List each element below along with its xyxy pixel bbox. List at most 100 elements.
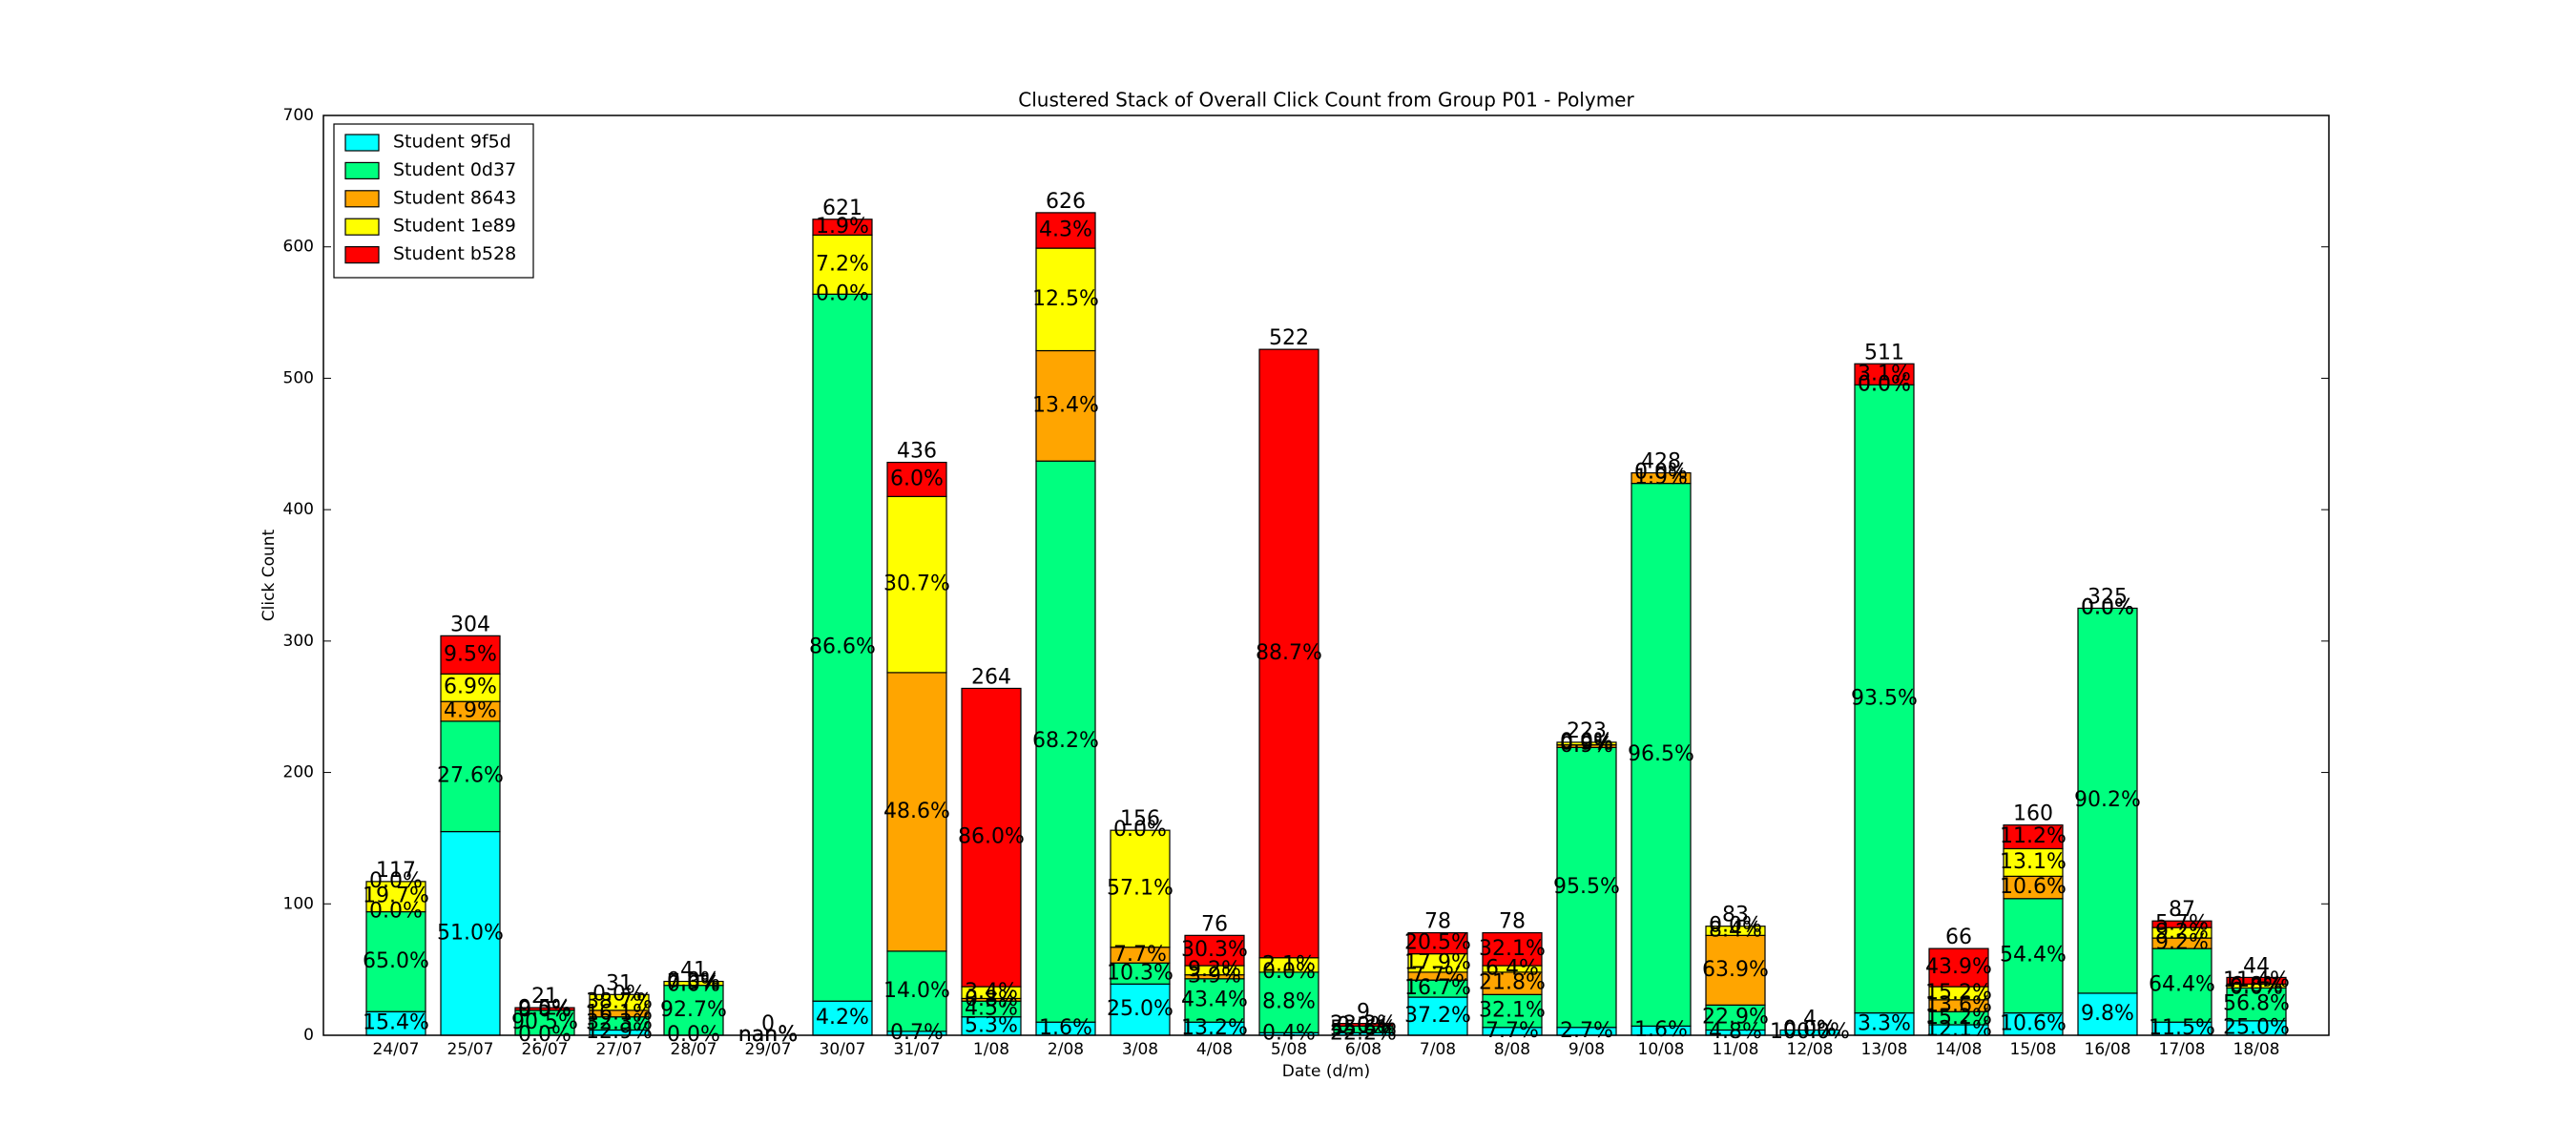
segment-label: 7.7%	[1485, 1019, 1539, 1043]
segment-label: 0.0%	[1783, 1017, 1837, 1041]
total-label: 66	[1945, 926, 1972, 949]
bar-segment	[1705, 926, 1766, 936]
segment-label: 0.0%	[1858, 372, 1911, 396]
bar-segment	[1631, 471, 1692, 485]
legend-label: Student 1e89	[393, 216, 516, 237]
segment-label: 86.0%	[958, 825, 1025, 849]
segment-label: 7.3%	[667, 971, 720, 995]
bar-segment	[1556, 741, 1617, 746]
segment-label: 0.0%	[667, 969, 720, 993]
segment-label: 4.3%	[1039, 219, 1092, 242]
bar-segment	[1705, 934, 1766, 1006]
total-label: 83	[1722, 904, 1749, 927]
x-tick-label: 5/08	[1271, 1040, 1307, 1059]
segment-label: 0.0%	[1634, 461, 1688, 485]
x-tick-label: 4/08	[1196, 1040, 1233, 1059]
bar-segment	[812, 293, 873, 1002]
y-axis-label: Click Count	[260, 529, 279, 621]
segment-label: 1.9%	[1634, 466, 1688, 489]
segment-label: 13.4%	[1032, 393, 1099, 417]
total-label: 76	[1201, 912, 1228, 936]
legend-swatch	[344, 134, 380, 152]
segment-label: 37.2%	[1404, 1004, 1471, 1028]
total-label: 428	[1641, 450, 1681, 474]
bar-segment	[1035, 212, 1096, 249]
y-tick-label: 600	[283, 238, 314, 257]
segment-label: 64.4%	[2149, 973, 2215, 997]
x-tick-label: 12/08	[1787, 1040, 1834, 1059]
segment-label: 100.0%	[1770, 1020, 1850, 1044]
bar-segment	[812, 219, 873, 236]
y-tick-label: 0	[303, 1026, 314, 1045]
y-tick-label: 500	[283, 368, 314, 387]
bar-segment	[440, 635, 501, 675]
total-label: 21	[531, 985, 558, 1009]
segment-label: 0.4%	[1262, 1022, 1316, 1046]
segment-label: 0.0%	[1262, 960, 1316, 984]
segment-label: 54.4%	[2000, 944, 2067, 968]
bar-segment	[1407, 931, 1468, 955]
x-tick-label: 10/08	[1638, 1040, 1685, 1059]
segment-label: 6.4%	[1485, 956, 1539, 980]
bar-segment	[365, 881, 426, 913]
segment-label: 32.1%	[1479, 937, 1546, 961]
segment-label: 2.7%	[1560, 1019, 1613, 1043]
x-tick-label: 24/07	[373, 1040, 420, 1059]
bar-segment	[1035, 247, 1096, 352]
x-tick-label: 2/08	[1048, 1040, 1084, 1059]
bar-segment	[812, 1000, 873, 1036]
segment-label: 0.7%	[890, 1021, 944, 1045]
x-tick-label: 18/08	[2233, 1040, 2280, 1059]
legend-swatch	[344, 218, 380, 236]
segment-label: 0.0%	[2081, 595, 2134, 619]
segment-label: 11.5%	[2149, 1016, 2215, 1040]
segment-label: 0.0%	[2081, 595, 2134, 619]
x-tick-label: 30/07	[820, 1040, 866, 1059]
total-label: 304	[450, 613, 490, 636]
bar-segment	[961, 687, 1022, 988]
x-axis-label: Date (d/m)	[1282, 1062, 1370, 1081]
segment-label: 9.2%	[2155, 931, 2209, 955]
segment-label: 6.8%	[2230, 973, 2283, 997]
segment-label: 96.5%	[1628, 742, 1694, 766]
segment-label: 0.0%	[592, 982, 646, 1006]
segment-label: 13.1%	[2000, 850, 2067, 874]
bar-segment	[1631, 483, 1692, 1027]
segment-label: 93.5%	[1851, 686, 1918, 710]
segment-label: 7.7%	[1113, 943, 1167, 967]
bar-segment	[2226, 976, 2287, 985]
segment-label: 6.9%	[444, 676, 497, 699]
bar-segment	[1333, 1023, 1394, 1027]
segment-label: 5.3%	[965, 1013, 1018, 1037]
segment-label: 13.6%	[1925, 993, 1992, 1017]
segment-label: 4.8%	[1709, 1020, 1762, 1044]
segment-label: 0.0%	[518, 998, 571, 1022]
segment-label: 92.7%	[660, 998, 727, 1022]
legend-label: Student 8643	[393, 187, 516, 208]
bar-segment	[1184, 934, 1245, 967]
bar-segment	[514, 1010, 575, 1036]
segment-label: 0.0%	[2230, 975, 2283, 999]
segment-label: 6.0%	[890, 467, 944, 490]
segment-label: 86.6%	[809, 635, 876, 659]
x-tick-label: 9/08	[1568, 1040, 1605, 1059]
segment-label: 15.2%	[1925, 1006, 1992, 1030]
bar-segment	[2003, 847, 2064, 877]
bar-segment	[1110, 829, 1171, 948]
legend-label: Student 9f5d	[393, 132, 511, 153]
y-tick-label: 400	[283, 500, 314, 519]
segment-label: 22.2%	[1330, 1022, 1397, 1046]
y-tick-label: 200	[283, 763, 314, 782]
segment-label: 4.9%	[444, 699, 497, 723]
bar-segment	[514, 1007, 575, 1011]
segment-label: 56.8%	[2223, 992, 2290, 1016]
segment-label: 1.9%	[816, 215, 869, 239]
segment-label: 68.2%	[1032, 729, 1099, 753]
segment-label: 20.5%	[1404, 931, 1471, 955]
bar-segment	[1854, 384, 1915, 1014]
legend-swatch	[344, 161, 380, 179]
segment-label: 7.7%	[1411, 964, 1465, 988]
segment-label: 0.0%	[2081, 595, 2134, 619]
